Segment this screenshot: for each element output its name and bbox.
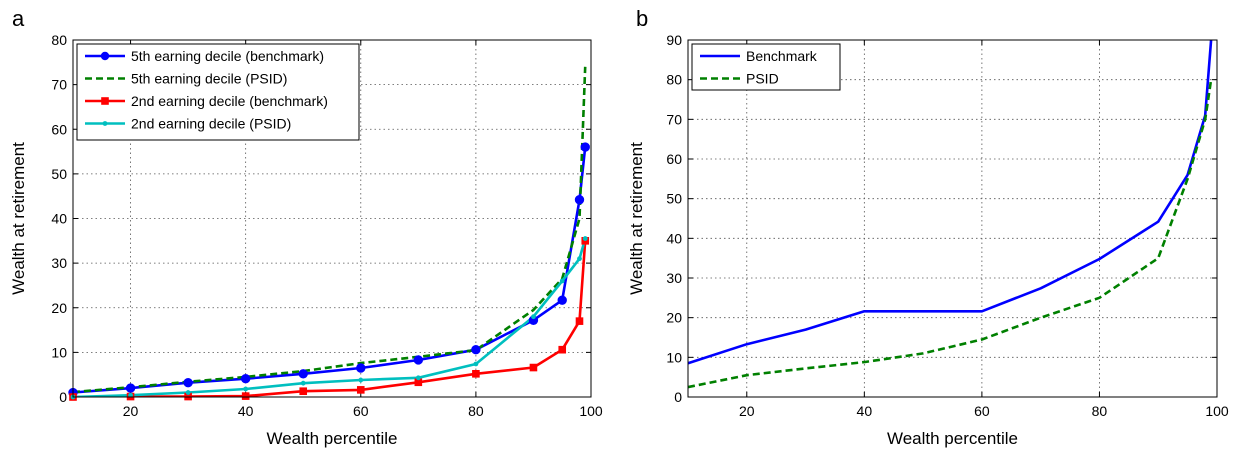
legend-marker-circle: [100, 51, 110, 61]
series-marker-dot: [531, 314, 536, 320]
series-marker-circle: [298, 369, 308, 379]
legend-marker-square: [101, 97, 109, 105]
series-group: [688, 40, 1213, 389]
y-tick-label: 30: [51, 255, 67, 271]
series-marker-circle: [240, 374, 251, 384]
y-tick-label: 60: [666, 151, 682, 167]
y-tick-label: 20: [51, 300, 67, 316]
series-marker-circle: [356, 363, 366, 373]
axes-box: [687, 39, 1218, 398]
series-marker-dot: [128, 392, 133, 398]
series-marker-dot: [577, 256, 582, 262]
x-tick-label: 40: [857, 403, 873, 419]
series-marker-square: [575, 317, 584, 325]
series-marker-dot: [358, 377, 364, 383]
axes-box: [72, 39, 592, 398]
x-tick-label: 20: [123, 403, 139, 419]
series-marker-dot: [300, 380, 306, 386]
series-marker-dot: [582, 236, 588, 241]
series-marker-dot: [473, 361, 479, 367]
y-tick-label: 60: [51, 121, 67, 137]
x-tick-label: 100: [579, 403, 603, 419]
series-line-1: [73, 66, 587, 394]
legend-box: [691, 43, 841, 91]
series-marker-square: [558, 345, 567, 354]
legend-marker-dot: [102, 121, 108, 126]
series-marker-square: [472, 369, 480, 378]
x-tick-label: 20: [739, 403, 755, 419]
x-axis-label: Wealth percentile: [887, 429, 1018, 448]
y-tick-label: 70: [666, 111, 682, 127]
y-tick-label: 50: [666, 191, 682, 207]
series-line-0: [688, 40, 1213, 365]
y-tick-label: 0: [674, 389, 682, 405]
series-marker-dot: [185, 390, 191, 395]
plot-area: [688, 40, 1217, 397]
series-marker-dot: [415, 375, 421, 381]
panel-b: 20 40 60 80 100 0 10 20 30 40 50 60 70 80 90 Benchmark P…: [627, 6, 1229, 448]
series-marker-circle: [125, 383, 136, 393]
series-marker-circle: [471, 344, 481, 355]
legend-label-0: 5th earning decile (benchmark): [131, 48, 324, 64]
panel-a: 20 40 60 80 100 0 10 20 30 40 50 60 70 80 5th earning …: [9, 6, 603, 448]
x-tick-label: 60: [974, 403, 990, 419]
y-tick-label: 20: [666, 310, 682, 326]
series-marker-square: [414, 378, 423, 387]
panel-label: b: [636, 6, 648, 31]
x-tick-label: 80: [1092, 403, 1108, 419]
x-tick-label: 80: [468, 403, 484, 419]
y-axis-label: Wealth at retirement: [627, 142, 646, 295]
legend-label-1: PSID: [746, 71, 779, 87]
series-marker-square: [299, 387, 308, 395]
y-tick-label: 10: [51, 344, 67, 360]
series-marker-square: [241, 392, 250, 400]
legend-label-1: 5th earning decile (PSID): [131, 71, 287, 87]
y-tick-label: 50: [51, 166, 67, 182]
y-tick-label: 10: [666, 349, 682, 365]
series-marker-circle: [413, 355, 424, 365]
y-tick-label: 40: [666, 230, 682, 246]
series-marker-circle: [580, 142, 590, 152]
y-tick-label: 0: [59, 389, 67, 405]
series-line-1: [688, 79, 1213, 389]
series-marker-dot: [559, 278, 565, 284]
x-tick-label: 100: [1205, 403, 1229, 419]
y-axis-label: Wealth at retirement: [9, 142, 28, 295]
series-marker-square: [356, 386, 365, 394]
series-marker-circle: [183, 378, 193, 388]
series-line-3: [73, 238, 587, 397]
legend-label-2: 2nd earning decile (benchmark): [131, 93, 328, 109]
y-tick-label: 80: [51, 32, 67, 48]
series-marker-dot: [243, 386, 249, 392]
series-marker-circle: [574, 195, 585, 205]
y-tick-label: 70: [51, 77, 67, 93]
panel-label: a: [12, 6, 25, 31]
x-tick-label: 60: [353, 403, 369, 419]
y-tick-label: 30: [666, 270, 682, 286]
legend-label-3: 2nd earning decile (PSID): [131, 116, 291, 132]
y-tick-label: 90: [666, 32, 682, 48]
y-tick-label: 40: [51, 211, 67, 227]
legend-label-0: Benchmark: [746, 48, 818, 64]
x-axis-label: Wealth percentile: [266, 429, 397, 448]
x-tick-label: 40: [238, 403, 254, 419]
y-tick-label: 80: [666, 72, 682, 88]
series-marker-square: [529, 363, 538, 372]
series-marker-circle: [557, 295, 567, 305]
